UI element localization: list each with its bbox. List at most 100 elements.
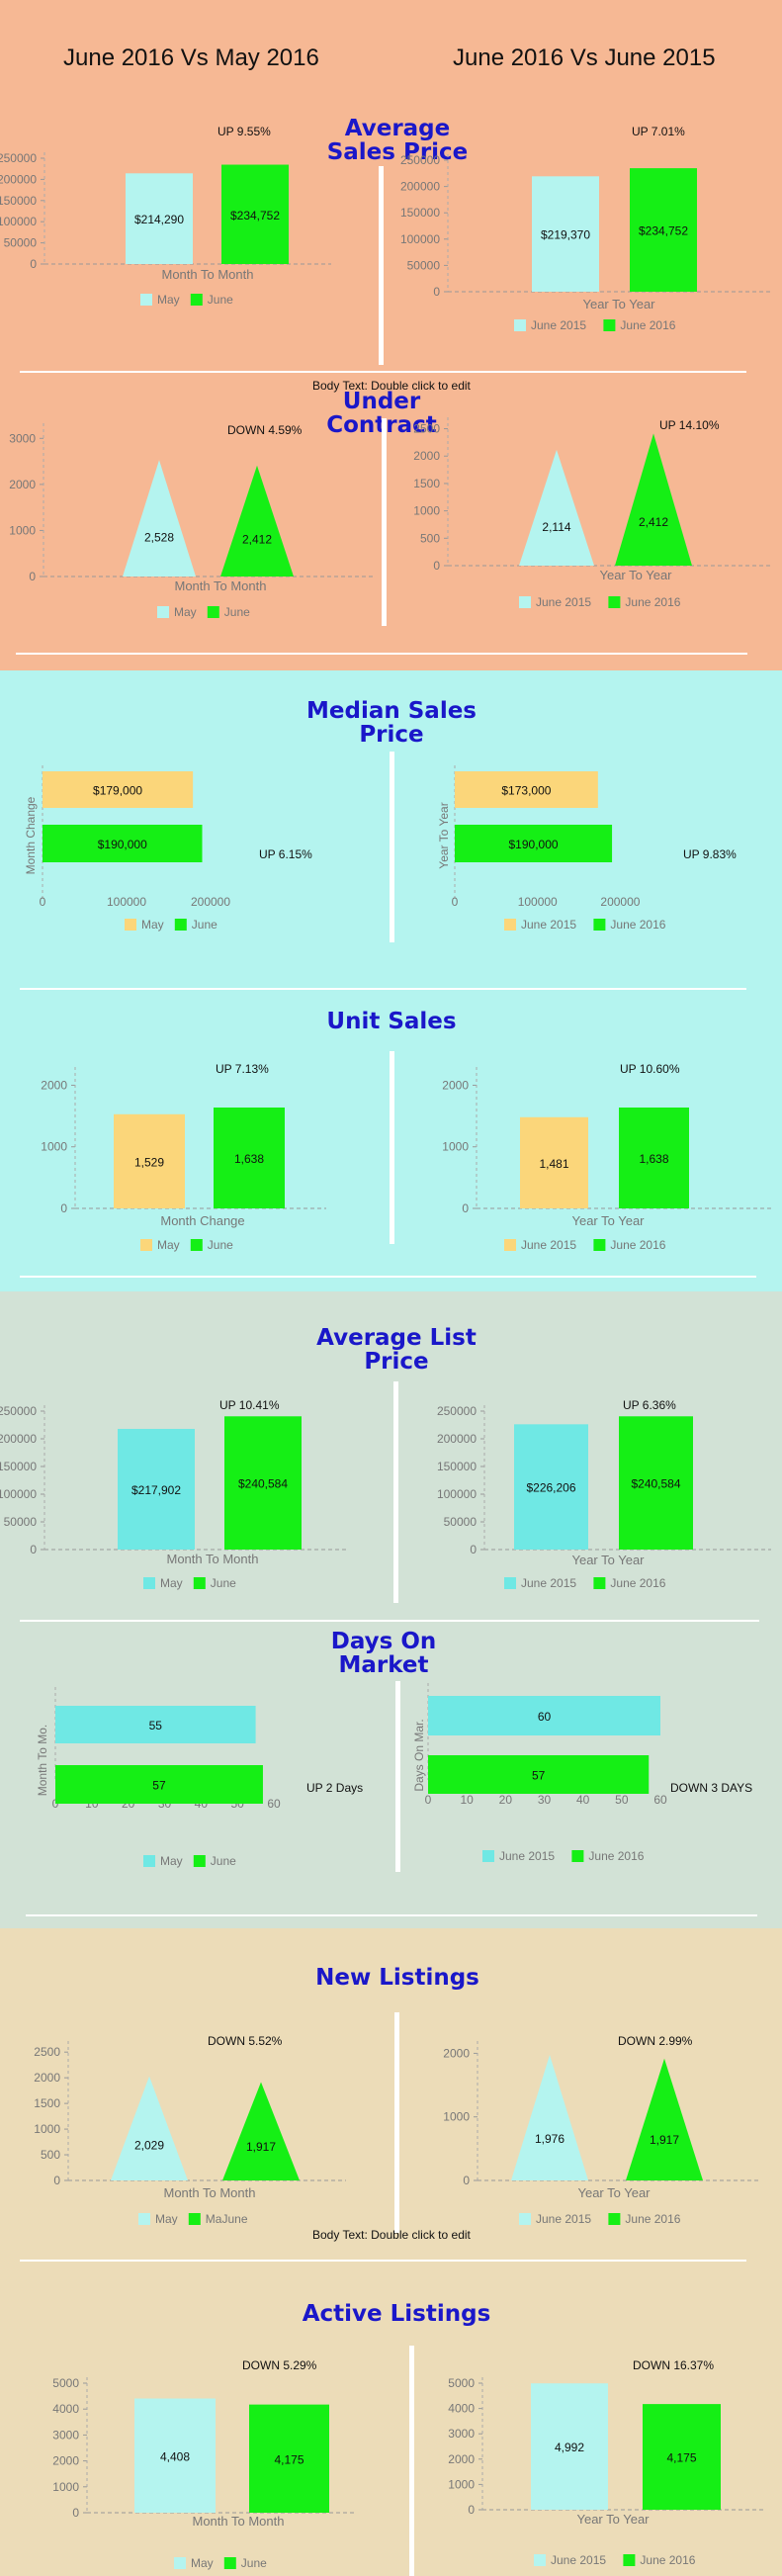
data-label: 4,992 bbox=[555, 2441, 584, 2454]
chart-new-listings-month: 0 500 1000 1500 2000 2500 2,029 1,917 DOWN 5.52%… bbox=[34, 2034, 346, 2225]
change-annotation: UP 7.13% bbox=[216, 1062, 269, 1076]
y-tick-label: 200000 bbox=[437, 1432, 477, 1446]
legend-swatch bbox=[593, 1577, 606, 1589]
y-tick-label: 2000 bbox=[448, 2452, 475, 2466]
bar-mark bbox=[221, 164, 289, 264]
y-tick-label: 4000 bbox=[52, 2402, 79, 2416]
bar-mark bbox=[43, 771, 194, 808]
y-tick-label: 0 bbox=[468, 2503, 475, 2517]
vertical-divider bbox=[394, 2012, 399, 2233]
legend-swatch bbox=[534, 2554, 546, 2566]
legend-swatch bbox=[504, 1239, 516, 1251]
body-text-note[interactable]: Body Text: Double click to edit bbox=[312, 379, 471, 393]
x-axis-label: Month To Month bbox=[162, 267, 254, 282]
bar-mark bbox=[619, 1416, 693, 1550]
y-tick-label: 2500 bbox=[34, 2045, 60, 2059]
chart-avg-sales-year: 0 50000 100000 150000 200000 250000 $219,370 $2… bbox=[400, 125, 771, 332]
legend-label: May bbox=[157, 293, 180, 307]
legend-swatch bbox=[519, 596, 531, 608]
x-axis-label: Year To Year bbox=[599, 568, 672, 582]
chart-median-year: 0 100000 200000 $173,000 $190,000 UP 9.83% Yea… bbox=[437, 765, 737, 932]
y-tick-label: 200000 bbox=[0, 172, 37, 186]
legend-swatch bbox=[608, 2213, 621, 2225]
data-label: $234,752 bbox=[639, 224, 688, 238]
x-axis-label: Month Change bbox=[160, 1213, 244, 1228]
x-tick-label: 100000 bbox=[107, 895, 146, 909]
y-tick-label: 50000 bbox=[4, 236, 38, 250]
chart-under-contract-month: 0 1000 2000 3000 2,528 2,412 DOWN 4.59% Month T… bbox=[9, 423, 376, 619]
chart-avg-list-month: 0 50000 100000 150000 200000 250000 $217,902 $2… bbox=[0, 1398, 346, 1590]
y-tick-label: 150000 bbox=[0, 194, 37, 208]
data-label: $214,290 bbox=[134, 213, 184, 226]
vertical-divider bbox=[409, 2346, 414, 2576]
legend-swatch bbox=[193, 1855, 206, 1867]
title-days-on-market: Days On Market bbox=[330, 1629, 437, 1678]
body-text-note[interactable]: Body Text: Double click to edit bbox=[312, 2228, 471, 2242]
x-tick-label: 0 bbox=[40, 895, 46, 909]
data-label: 57 bbox=[532, 1769, 546, 1783]
horizontal-divider bbox=[16, 653, 747, 655]
data-label: 1,529 bbox=[134, 1155, 164, 1169]
horizontal-divider bbox=[26, 1914, 757, 1916]
y-tick-label: 4000 bbox=[448, 2402, 475, 2416]
y-tick-label: 2000 bbox=[443, 2046, 470, 2060]
legend-label: June 2016 bbox=[588, 1849, 644, 1863]
legend-swatch bbox=[138, 2213, 150, 2225]
y-tick-label: 1000 bbox=[34, 2122, 60, 2136]
y-tick-label: 1000 bbox=[9, 523, 36, 537]
x-tick-label: 60 bbox=[653, 1793, 667, 1807]
legend-swatch bbox=[623, 2554, 636, 2566]
change-annotation: DOWN 16.37% bbox=[633, 2358, 714, 2372]
change-annotation: DOWN 3 DAYS bbox=[670, 1781, 752, 1795]
y-tick-label: 3000 bbox=[448, 2427, 475, 2441]
change-annotation: UP 14.10% bbox=[659, 418, 720, 432]
vertical-divider bbox=[379, 166, 384, 365]
header-left: June 2016 Vs May 2016 bbox=[63, 44, 319, 71]
data-label: 1,481 bbox=[539, 1157, 568, 1171]
bar-mark bbox=[428, 1696, 660, 1735]
y-tick-label: 1000 bbox=[52, 2480, 79, 2494]
data-label: $240,584 bbox=[238, 1477, 288, 1491]
y-tick-label: 0 bbox=[470, 1543, 477, 1556]
y-tick-label: 1500 bbox=[34, 2096, 60, 2110]
triangle-mark bbox=[123, 460, 196, 577]
bar-mark bbox=[134, 2398, 216, 2513]
change-annotation: UP 6.15% bbox=[259, 847, 312, 861]
y-tick-label: 2500 bbox=[413, 422, 440, 436]
legend-label: June 2016 bbox=[620, 318, 675, 332]
y-tick-label: 150000 bbox=[0, 1460, 37, 1473]
bar-mark bbox=[531, 2383, 608, 2510]
legend-swatch bbox=[157, 606, 169, 618]
title-average-list-price: Average List Price bbox=[316, 1325, 477, 1375]
vertical-divider bbox=[395, 1681, 400, 1872]
bar-mark bbox=[455, 771, 598, 808]
legend-label: May bbox=[155, 2212, 178, 2225]
x-tick-label: 0 bbox=[425, 1793, 432, 1807]
vertical-divider bbox=[390, 752, 394, 942]
data-label: 4,175 bbox=[274, 2452, 304, 2466]
legend-label: May bbox=[160, 1576, 183, 1590]
data-label: 1,638 bbox=[234, 1152, 264, 1166]
legend-swatch bbox=[140, 294, 152, 306]
data-label: $190,000 bbox=[98, 838, 147, 851]
legend-label: June 2015 bbox=[521, 1576, 576, 1590]
triangle-mark bbox=[222, 2082, 300, 2180]
legend-label: June 2016 bbox=[610, 1576, 665, 1590]
x-tick-label: 200000 bbox=[600, 895, 640, 909]
legend-label: June 2016 bbox=[610, 918, 665, 932]
legend-label: June bbox=[208, 293, 233, 307]
title-new-listings: New Listings bbox=[315, 1965, 479, 1991]
data-label: $234,752 bbox=[230, 209, 280, 222]
horizontal-divider bbox=[20, 371, 746, 373]
data-label: 4,408 bbox=[160, 2449, 190, 2463]
legend-swatch bbox=[608, 596, 621, 608]
x-axis-label: Month To Month bbox=[175, 578, 267, 593]
x-tick-label: 10 bbox=[460, 1793, 474, 1807]
data-label: 1,917 bbox=[650, 2133, 679, 2147]
vertical-divider bbox=[390, 1051, 394, 1244]
data-label: 1,638 bbox=[639, 1152, 668, 1166]
y-tick-label: 1000 bbox=[448, 2477, 475, 2491]
y-tick-label: 1000 bbox=[413, 504, 440, 518]
data-label: 57 bbox=[152, 1779, 166, 1793]
y-tick-label: 2000 bbox=[442, 1078, 469, 1092]
